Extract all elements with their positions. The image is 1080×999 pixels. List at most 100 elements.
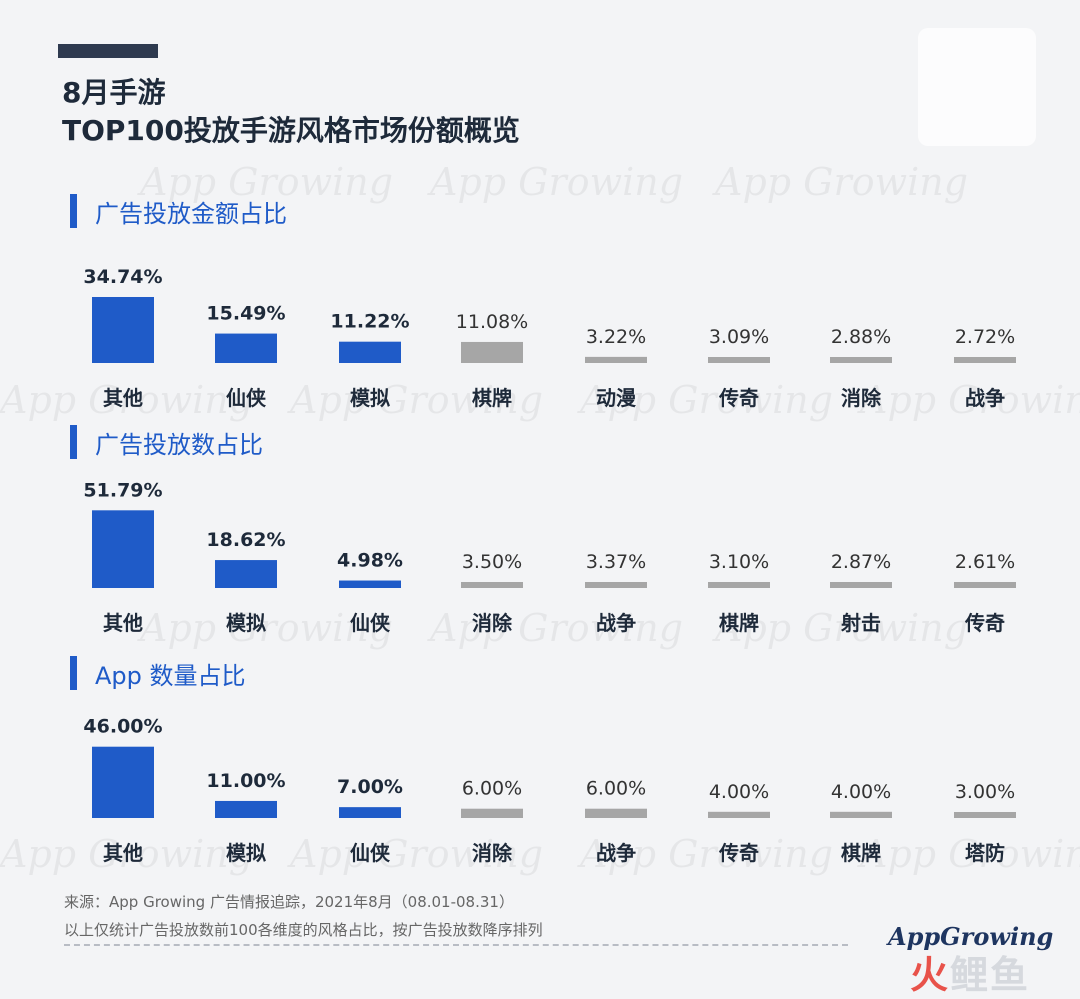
bar-其他	[92, 746, 154, 818]
watermark: App Growing	[140, 606, 394, 650]
value-label: 3.09%	[709, 326, 769, 348]
section-heading-spend: 广告投放金额占比	[70, 193, 287, 229]
watermark: App Growing	[860, 832, 1080, 876]
value-label: 2.88%	[831, 326, 891, 348]
value-label: 3.37%	[586, 551, 646, 573]
value-label: 6.00%	[586, 778, 646, 800]
bar-仙侠	[215, 333, 277, 363]
bar-棋牌	[830, 811, 892, 818]
chart-spend-share: 34.74% 其他 15.49% 仙侠 11.22% 模拟 11.08% 棋牌 3.22% 动漫 3…	[0, 255, 1080, 420]
bar-战争	[585, 808, 647, 818]
category-label: 模拟	[226, 841, 266, 865]
bar-仙侠	[339, 580, 401, 588]
category-label: 消除	[472, 841, 513, 865]
value-label: 11.22%	[330, 311, 409, 333]
category-label: 传奇	[964, 611, 1005, 635]
value-label: 4.00%	[831, 781, 891, 803]
value-label: 15.49%	[206, 303, 285, 325]
value-label: 3.00%	[955, 781, 1015, 803]
bar-棋牌	[708, 582, 770, 588]
bar-动漫	[585, 356, 647, 363]
watermark: App Growing	[430, 160, 684, 204]
logo2-rest: 鲤鱼	[950, 953, 1031, 997]
bar-消除	[830, 357, 892, 363]
bar-传奇	[708, 811, 770, 818]
watermark: App Growing	[580, 378, 834, 422]
bar-模拟	[215, 560, 277, 588]
title-line-2: TOP100投放手游风格市场份额概览	[62, 114, 520, 147]
value-label: 2.72%	[955, 326, 1015, 348]
bar-战争	[585, 582, 647, 588]
page-title: 8月手游 TOP100投放手游风格市场份额概览	[62, 74, 520, 150]
category-label: 其他	[103, 611, 143, 635]
value-label: 6.00%	[462, 778, 522, 800]
value-label: 46.00%	[83, 716, 162, 738]
value-label: 3.50%	[462, 551, 522, 573]
title-line-1: 8月手游	[62, 76, 166, 109]
value-label: 2.61%	[955, 551, 1015, 573]
bar-射击	[830, 582, 892, 588]
category-label: 战争	[596, 611, 636, 635]
section-bar	[70, 425, 77, 459]
category-label: 战争	[965, 386, 1005, 410]
section-label: 广告投放数占比	[95, 430, 263, 459]
category-label: 仙侠	[350, 611, 391, 635]
chart-svg: 34.74% 其他 15.49% 仙侠 11.22% 模拟 11.08% 棋牌 3.22% 动漫 3…	[83, 266, 1016, 410]
section-bar	[70, 194, 77, 228]
category-label: 动漫	[596, 386, 637, 410]
chart-svg: 51.79% 其他 18.62% 模拟 4.98% 仙侠 3.50% 消除 3.37% 战争 3.1…	[83, 479, 1016, 635]
bar-仙侠	[339, 807, 401, 818]
watermark: App Growing	[0, 832, 254, 876]
corner-card	[918, 28, 1036, 146]
value-label: 11.08%	[456, 311, 528, 333]
section-label: App 数量占比	[95, 661, 246, 690]
watermark: App Growing	[290, 378, 544, 422]
watermark: App Growing	[715, 606, 969, 650]
value-label: 3.22%	[586, 326, 646, 348]
bar-其他	[92, 510, 154, 588]
bar-消除	[461, 582, 523, 588]
note-text: 以上仅统计广告投放数前100各维度的风格占比，按广告投放数降序排列	[64, 921, 543, 939]
category-label: 棋牌	[472, 386, 512, 410]
section-heading-apps: App 数量占比	[70, 655, 246, 691]
section-heading-ads: 广告投放数占比	[70, 424, 263, 460]
bar-模拟	[215, 800, 277, 818]
value-label: 51.79%	[83, 479, 162, 501]
bar-其他	[92, 296, 154, 363]
value-label: 11.00%	[206, 770, 285, 792]
watermark: App Growing	[430, 606, 684, 650]
chart-svg: 46.00% 其他 11.00% 模拟 7.00% 仙侠 6.00% 消除 6.00% 战争 4.0…	[83, 716, 1016, 865]
category-label: 模拟	[350, 386, 390, 410]
source-text: 来源：App Growing 广告情报追踪，2021年8月（08.01-08.3…	[64, 893, 514, 911]
category-label: 消除	[472, 611, 513, 635]
category-label: 传奇	[718, 841, 759, 865]
title-accent-bar	[58, 44, 158, 58]
category-label: 其他	[103, 841, 143, 865]
value-label: 34.74%	[83, 266, 162, 288]
value-label: 3.10%	[709, 551, 769, 573]
bar-战争	[954, 357, 1016, 363]
bar-塔防	[954, 812, 1016, 818]
watermark: App Growing	[860, 378, 1080, 422]
category-label: 仙侠	[350, 841, 391, 865]
bar-模拟	[339, 341, 401, 363]
footer-notes: 来源：App Growing 广告情报追踪，2021年8月（08.01-08.3…	[64, 888, 543, 944]
chart-app-count-share: 46.00% 其他 11.00% 模拟 7.00% 仙侠 6.00% 消除 6.00% 战争 4.0…	[0, 700, 1080, 870]
bar-棋牌	[461, 341, 523, 363]
category-label: 模拟	[226, 611, 266, 635]
section-bar	[70, 656, 77, 690]
watermark: App Growing	[715, 160, 969, 204]
category-label: 消除	[841, 386, 882, 410]
value-label: 4.98%	[337, 550, 403, 572]
bar-消除	[461, 808, 523, 818]
chart-ad-count-share: 51.79% 其他 18.62% 模拟 4.98% 仙侠 3.50% 消除 3.37% 战争 3.1…	[0, 470, 1080, 640]
category-label: 战争	[596, 841, 636, 865]
footer-divider	[64, 944, 848, 946]
section-label: 广告投放金额占比	[95, 199, 287, 228]
category-label: 棋牌	[841, 841, 881, 865]
watermark: App Growing	[140, 160, 394, 204]
app-growing-logo: AppGrowing	[888, 922, 1054, 951]
category-label: 其他	[103, 386, 143, 410]
value-label: 7.00%	[337, 776, 403, 798]
category-label: 仙侠	[226, 386, 267, 410]
